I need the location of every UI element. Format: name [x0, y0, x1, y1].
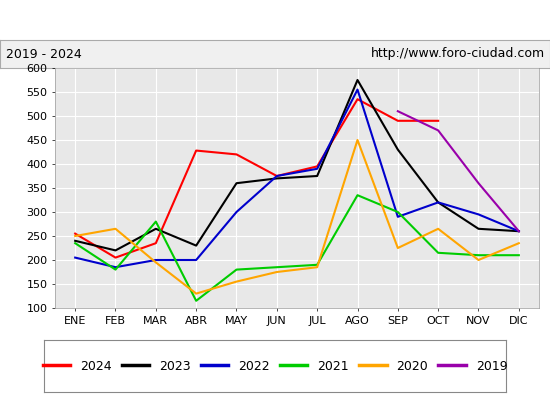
2019 [435, 128, 442, 133]
2021 [72, 241, 79, 246]
2022 [515, 229, 522, 234]
2023 [314, 174, 321, 178]
2022 [152, 258, 159, 262]
2023 [394, 147, 401, 152]
2020 [193, 291, 200, 296]
2019 [515, 229, 522, 234]
Text: Evolucion Nº Turistas Extranjeros en el municipio de Cangas del Narcea: Evolucion Nº Turistas Extranjeros en el … [36, 14, 514, 26]
2020 [354, 138, 361, 142]
2022 [475, 212, 482, 217]
2023 [233, 181, 240, 186]
Line: 2022: 2022 [75, 90, 519, 267]
2023 [193, 243, 200, 248]
2020 [72, 234, 79, 238]
Line: 2020: 2020 [75, 140, 519, 294]
2020 [314, 265, 321, 270]
2020 [394, 246, 401, 250]
2023 [354, 78, 361, 82]
2020 [475, 258, 482, 262]
2021 [475, 253, 482, 258]
2020 [112, 226, 119, 231]
2023 [475, 226, 482, 231]
2019 [475, 181, 482, 186]
2019 [394, 109, 401, 114]
2020 [515, 241, 522, 246]
2022 [354, 87, 361, 92]
2021 [435, 250, 442, 255]
2022 [435, 200, 442, 205]
2023 [273, 176, 280, 181]
Text: 2019 - 2024: 2019 - 2024 [6, 48, 81, 60]
2022 [273, 174, 280, 178]
Line: 2019: 2019 [398, 111, 519, 231]
2021 [273, 265, 280, 270]
Legend: 2024, 2023, 2022, 2021, 2020, 2019: 2024, 2023, 2022, 2021, 2020, 2019 [36, 353, 514, 379]
2021 [394, 210, 401, 214]
2023 [72, 238, 79, 243]
2020 [233, 279, 240, 284]
2022 [394, 214, 401, 219]
2022 [314, 166, 321, 171]
2021 [193, 298, 200, 303]
Line: 2023: 2023 [75, 80, 519, 250]
2021 [233, 267, 240, 272]
2022 [193, 258, 200, 262]
2023 [152, 226, 159, 231]
2022 [233, 210, 240, 214]
2021 [314, 262, 321, 267]
2021 [354, 193, 361, 198]
2023 [435, 200, 442, 205]
2021 [515, 253, 522, 258]
2021 [152, 219, 159, 224]
2020 [435, 226, 442, 231]
Text: http://www.foro-ciudad.com: http://www.foro-ciudad.com [370, 48, 544, 60]
2020 [152, 260, 159, 265]
Line: 2021: 2021 [75, 195, 519, 301]
2023 [515, 229, 522, 234]
2023 [112, 248, 119, 253]
2022 [72, 255, 79, 260]
2020 [273, 270, 280, 274]
2021 [112, 267, 119, 272]
2022 [112, 265, 119, 270]
